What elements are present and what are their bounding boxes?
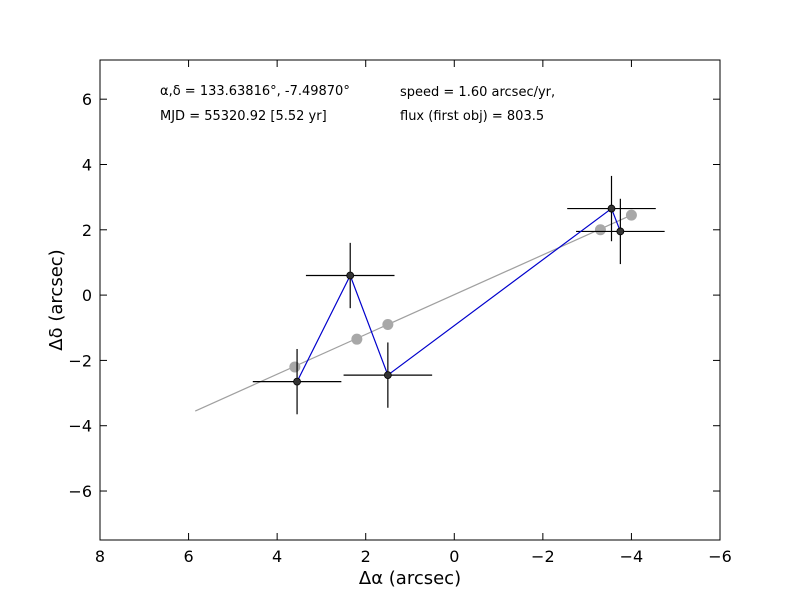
x-axis-label: Δα (arcsec) xyxy=(359,568,461,589)
y-tick-label-6: −6 xyxy=(68,482,92,501)
y-axis-label: Δδ (arcsec) xyxy=(46,249,67,350)
measured-point-5 xyxy=(616,227,625,236)
y-tick-label-1: 4 xyxy=(82,155,92,174)
measured-point-4 xyxy=(607,204,616,213)
plot-frame xyxy=(99,59,721,541)
y-tick-label-0: 6 xyxy=(82,90,92,109)
x-tick-label-3: 2 xyxy=(361,547,371,566)
model-points-layer xyxy=(289,209,637,373)
annotation-mjd: MJD = 55320.92 [5.52 yr] xyxy=(160,109,327,124)
measured-points-layer xyxy=(293,204,625,386)
measured-point-2 xyxy=(346,271,355,280)
annotation-speed: speed = 1.60 arcsec/yr, xyxy=(400,85,555,100)
annotation-coords: α,δ = 133.63816°, -7.49870° xyxy=(160,84,350,99)
x-tick-label-2: 4 xyxy=(272,547,282,566)
x-tick-label-0: 8 xyxy=(95,547,105,566)
y-tick-label-2: 2 xyxy=(82,221,92,240)
y-tick-label-4: −2 xyxy=(68,351,92,370)
model-point-5 xyxy=(625,209,637,221)
y-tick-label-3: 0 xyxy=(82,286,92,305)
x-ticks: 8 6 4 2 0 −2 −4 −6 xyxy=(95,60,732,566)
x-tick-label-7: −6 xyxy=(708,547,732,566)
measured-point-1 xyxy=(293,377,301,386)
model-point-3 xyxy=(382,318,394,330)
model-point-1 xyxy=(289,361,301,373)
x-tick-label-6: −4 xyxy=(620,547,644,566)
model-point-4 xyxy=(594,224,606,236)
plot-area xyxy=(100,60,720,540)
annotation-flux: flux (first obj) = 803.5 xyxy=(400,109,544,124)
x-tick-label-1: 6 xyxy=(183,547,193,566)
x-tick-label-5: −2 xyxy=(531,547,555,566)
y-ticks: 6 4 2 0 −2 −4 −6 xyxy=(68,90,720,501)
model-point-2 xyxy=(351,333,363,345)
measured-point-3 xyxy=(383,371,392,380)
y-tick-label-5: −4 xyxy=(68,417,92,436)
x-tick-label-4: 0 xyxy=(449,547,459,566)
